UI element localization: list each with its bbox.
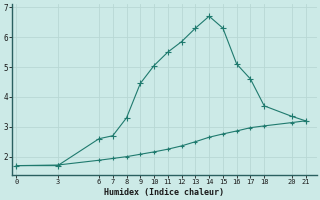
X-axis label: Humidex (Indice chaleur): Humidex (Indice chaleur): [104, 188, 224, 197]
